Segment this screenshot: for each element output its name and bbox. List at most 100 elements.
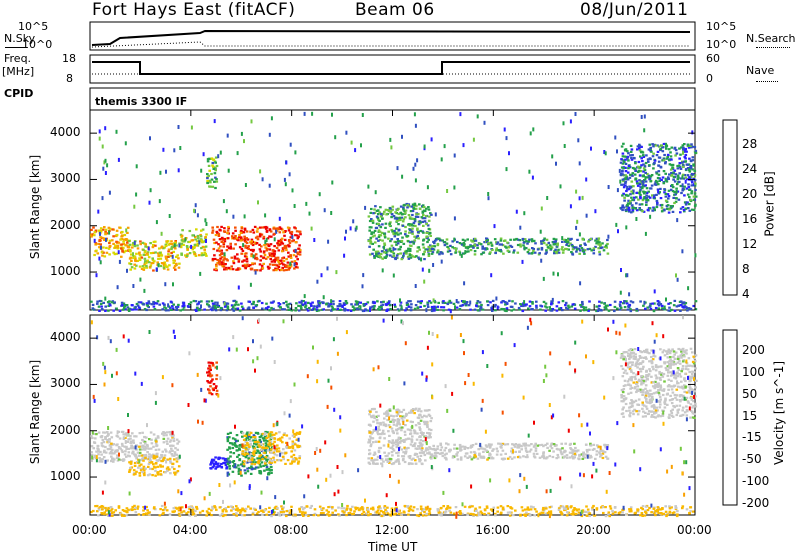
echo-cell	[123, 445, 126, 448]
echo-cell	[390, 462, 394, 466]
echo-cell	[443, 456, 447, 459]
echo-cell	[100, 442, 104, 445]
echo-cell	[239, 444, 242, 447]
echo-cell	[636, 148, 639, 151]
echo-cell	[212, 167, 216, 170]
echo-cell	[244, 448, 248, 451]
echo-cell	[245, 255, 248, 258]
echo-cell	[503, 308, 506, 311]
echo-cell	[162, 247, 165, 250]
echo-cell	[426, 185, 429, 190]
echo-cell	[573, 307, 577, 310]
echo-cell	[579, 304, 582, 307]
echo-cell	[663, 208, 666, 211]
echo-cell	[116, 246, 120, 249]
echo-cell	[686, 163, 689, 166]
echo-cell	[679, 309, 682, 312]
echo-cell	[669, 385, 673, 388]
echo-cell	[559, 451, 563, 454]
echo-cell	[279, 451, 283, 454]
echo-cell	[116, 244, 119, 247]
echo-cell	[264, 430, 267, 434]
echo-cell	[259, 169, 262, 174]
echo-cell	[414, 462, 418, 465]
echo-cell	[621, 152, 625, 155]
echo-cell	[127, 309, 131, 312]
echo-cell	[208, 366, 212, 369]
echo-cell	[404, 438, 408, 441]
echo-cell	[395, 451, 398, 455]
echo-cell	[208, 364, 211, 367]
echo-cell	[263, 433, 266, 436]
echo-cell	[563, 455, 567, 458]
echo-cell	[466, 456, 469, 459]
echo-cell	[690, 190, 694, 193]
echo-cell	[677, 164, 681, 167]
echo-cell	[361, 309, 365, 313]
echo-cell	[180, 242, 184, 245]
echo-cell	[201, 245, 205, 248]
echo-cell	[304, 302, 307, 305]
echo-cell	[154, 244, 157, 247]
echo-cell	[599, 246, 603, 250]
echo-cell	[293, 435, 296, 438]
echo-cell	[265, 437, 268, 440]
echo-cell	[263, 436, 267, 439]
echo-cell	[645, 187, 649, 190]
echo-cell	[430, 457, 433, 460]
echo-cell	[231, 446, 235, 450]
echo-cell	[436, 305, 440, 308]
echo-cell	[599, 449, 602, 452]
echo-cell	[222, 261, 225, 264]
echo-cell	[148, 459, 152, 463]
echo-cell	[426, 452, 429, 455]
echo-cell	[113, 301, 116, 304]
echo-cell	[540, 258, 543, 263]
echo-cell	[166, 240, 170, 243]
echo-cell	[545, 238, 549, 241]
echo-cell	[651, 302, 654, 305]
echo-cell	[219, 257, 222, 260]
echo-cell	[623, 199, 626, 202]
echo-cell	[176, 442, 179, 445]
echo-cell	[196, 242, 200, 246]
echo-cell	[313, 305, 316, 308]
echo-cell	[226, 232, 229, 235]
echo-cell	[691, 370, 694, 373]
echo-cell	[416, 215, 420, 218]
echo-cell	[497, 442, 500, 445]
echo-cell	[661, 150, 665, 153]
echo-cell	[163, 431, 167, 435]
echo-cell	[290, 455, 293, 458]
echo-cell	[603, 245, 607, 249]
echo-cell	[559, 449, 562, 452]
echo-cell	[629, 365, 632, 368]
echo-cell	[191, 248, 195, 251]
echo-cell	[264, 449, 267, 452]
echo-cell	[394, 241, 398, 244]
echo-cell	[639, 174, 642, 177]
echo-cell	[330, 211, 333, 215]
echo-cell	[684, 179, 687, 184]
echo-cell	[653, 407, 656, 410]
echo-cell	[422, 432, 425, 435]
echo-cell	[215, 389, 219, 392]
echo-cell	[396, 422, 399, 425]
echo-cell	[138, 472, 141, 475]
echo-cell	[419, 410, 423, 413]
echo-cell	[553, 241, 556, 244]
echo-cell	[156, 465, 160, 468]
echo-cell	[97, 242, 100, 246]
echo-cell	[403, 440, 406, 443]
echo-cell	[489, 301, 492, 304]
echo-cell	[100, 460, 104, 463]
echo-cell	[246, 431, 249, 434]
echo-cell	[549, 309, 552, 312]
echo-cell	[375, 209, 379, 212]
echo-cell	[249, 443, 253, 446]
echo-cell	[274, 258, 277, 261]
echo-cell	[510, 447, 514, 450]
echo-cell	[264, 227, 268, 230]
echo-cell	[260, 264, 264, 267]
